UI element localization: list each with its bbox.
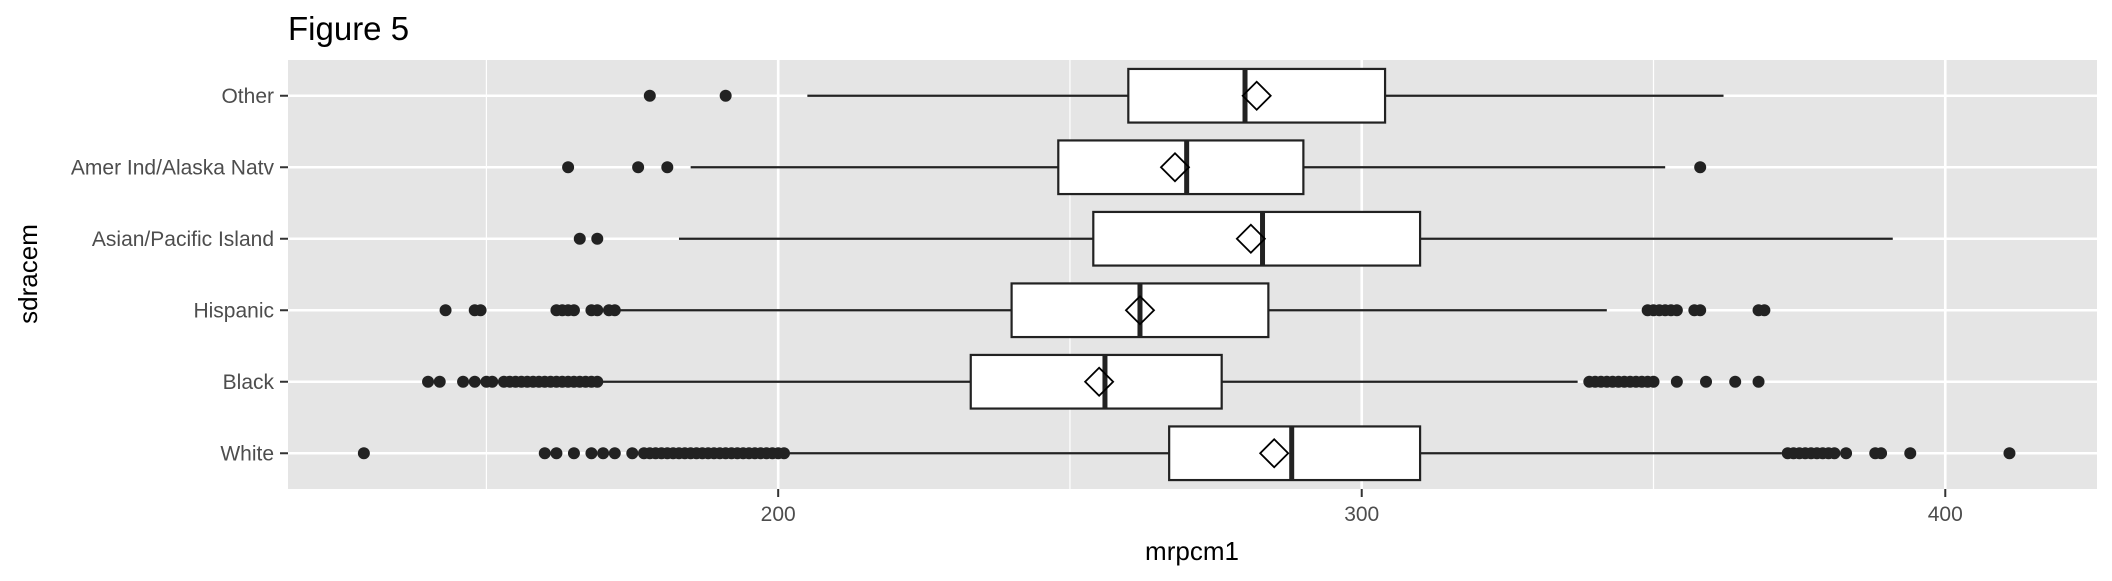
outlier-point (357, 447, 370, 460)
y-tick-label: Other (221, 85, 274, 108)
outlier-point (597, 447, 610, 460)
outlier-point (591, 375, 604, 388)
outlier-point (422, 375, 435, 388)
y-axis: Other Amer Ind/Alaska Natv Asian/Pacific I… (71, 85, 288, 465)
y-tick-label: Asian/Pacific Island (92, 228, 274, 251)
outlier-point (433, 375, 446, 388)
box-iqr (969, 353, 1223, 410)
mean-marker (1124, 294, 1156, 326)
outlier-point (1758, 304, 1771, 317)
outlier-point (538, 447, 551, 460)
outlier-point (591, 304, 604, 317)
outlier-point (1904, 447, 1917, 460)
outlier-point (1840, 447, 1853, 460)
mean-marker (1258, 437, 1290, 469)
mean-marker (1159, 151, 1191, 183)
outlier-point (486, 375, 499, 388)
outlier-point (608, 304, 621, 317)
outlier-point (567, 304, 580, 317)
box-group (422, 353, 1765, 410)
mean-marker (1083, 366, 1115, 398)
outlier-point (474, 304, 487, 317)
chart-title: Figure 5 (288, 10, 409, 47)
outlier-point (1875, 447, 1888, 460)
outlier-point (1670, 304, 1683, 317)
y-tick-label: Hispanic (193, 299, 274, 322)
box-group (562, 139, 1707, 196)
box-iqr (1168, 425, 1422, 482)
box-iqr (1057, 139, 1305, 196)
box-iqr (1092, 210, 1422, 267)
outlier-point (550, 447, 563, 460)
outlier-point (585, 447, 598, 460)
outlier-point (608, 447, 621, 460)
outlier-point (719, 89, 732, 102)
outlier-point (1752, 375, 1765, 388)
outlier-point (573, 232, 586, 245)
outlier-point (468, 375, 481, 388)
x-tick-label: 300 (1344, 503, 1379, 526)
box-group (357, 425, 2016, 482)
y-tick-label: Amer Ind/Alaska Natv (71, 156, 275, 179)
outlier-point (632, 161, 645, 174)
outlier-point (778, 447, 791, 460)
x-tick-label: 200 (761, 503, 796, 526)
x-tick-label: 400 (1928, 503, 1963, 526)
outlier-point (567, 447, 580, 460)
y-tick-label: White (220, 442, 274, 465)
outlier-point (562, 161, 575, 174)
outlier-point (1828, 447, 1841, 460)
outlier-point (1729, 375, 1742, 388)
outlier-point (591, 232, 604, 245)
y-tick-label: Black (223, 371, 275, 394)
box-group (573, 210, 1893, 267)
box-group (439, 282, 1771, 339)
outlier-point (1700, 375, 1713, 388)
box-group (643, 67, 1724, 124)
mean-marker (1235, 223, 1267, 255)
outlier-point (661, 161, 674, 174)
mean-marker (1241, 80, 1272, 112)
y-axis-title: sdracem (13, 224, 43, 324)
plot-panel (288, 60, 2097, 489)
outlier-point (1670, 375, 1683, 388)
outlier-point (1694, 304, 1707, 317)
outlier-point (643, 89, 656, 102)
box-iqr (1127, 67, 1387, 124)
outlier-point (1647, 375, 1660, 388)
outlier-point (439, 304, 452, 317)
outlier-point (2003, 447, 2016, 460)
outlier-point (457, 375, 470, 388)
outlier-point (1694, 161, 1707, 174)
outlier-point (626, 447, 639, 460)
x-axis-title: mrpcm1 (1145, 536, 1239, 566)
x-axis: 200 300 400 (761, 489, 1963, 526)
box-series (357, 67, 2016, 482)
